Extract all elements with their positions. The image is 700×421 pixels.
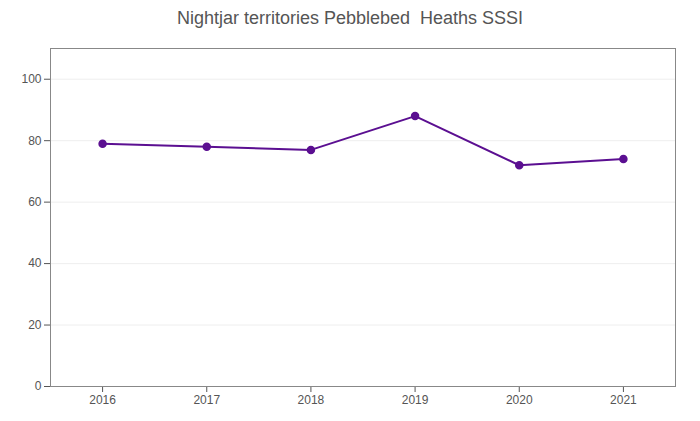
html-text:Nightjar territories Pebblebed: Nightjar territories Pebblebed Heaths SS…: [176, 8, 524, 28]
svg-text:0: 0: [35, 379, 42, 393]
svg-text:100: 100: [21, 72, 41, 86]
svg-text:20: 20: [28, 318, 42, 332]
svg-text:2017: 2017: [193, 393, 220, 407]
svg-text:40: 40: [28, 256, 42, 270]
svg-text:2016: 2016: [89, 393, 116, 407]
svg-text:2019: 2019: [402, 393, 429, 407]
svg-text:80: 80: [28, 134, 42, 148]
svg-text:2020: 2020: [506, 393, 533, 407]
svg-text:2021: 2021: [610, 393, 637, 407]
svg-text:2018: 2018: [298, 393, 325, 407]
svg-text:60: 60: [28, 195, 42, 209]
